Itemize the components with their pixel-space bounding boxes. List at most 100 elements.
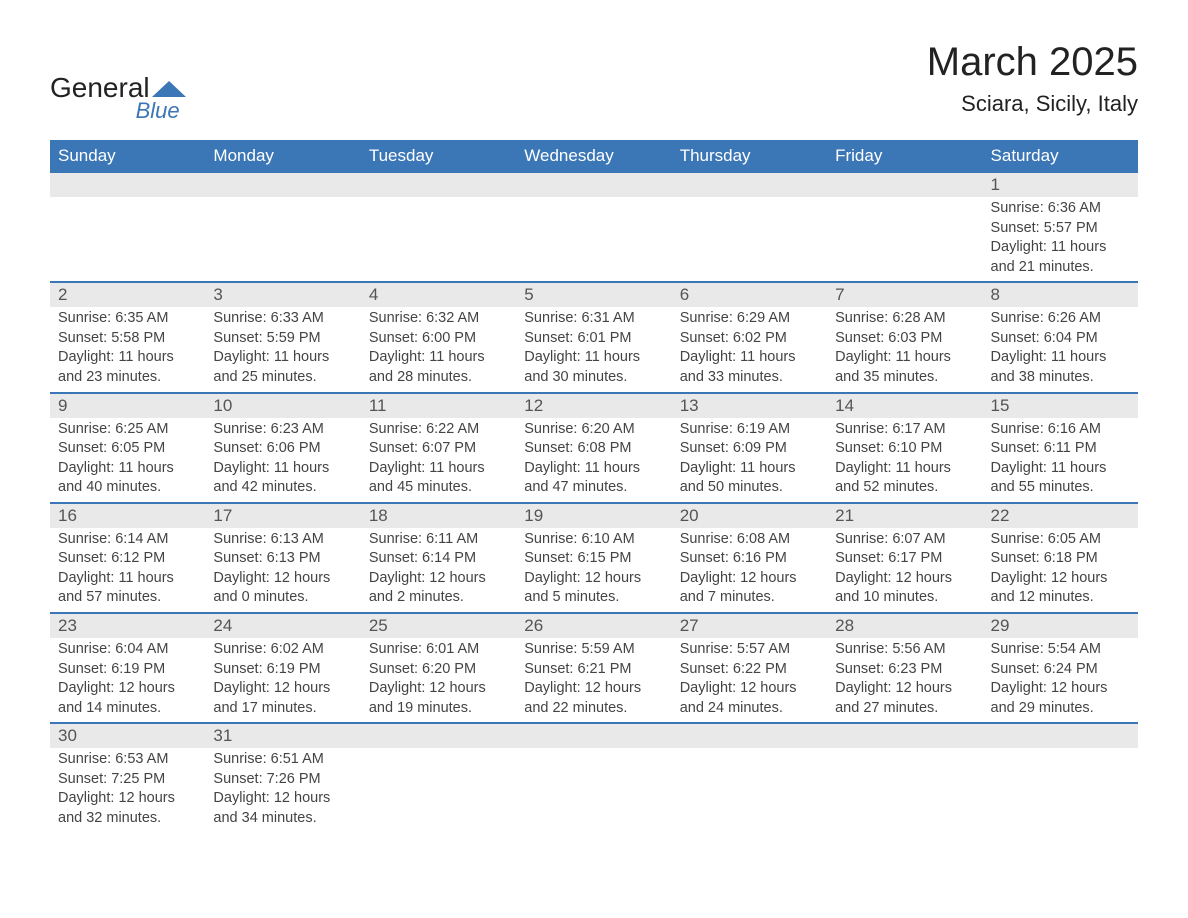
sunrise-line: Sunrise: 6:22 AM bbox=[369, 420, 508, 440]
daylight-line: Daylight: 11 hours and 35 minutes. bbox=[835, 348, 974, 387]
sunset-line: Sunset: 6:17 PM bbox=[835, 549, 974, 569]
day-detail-cell: Sunrise: 6:19 AMSunset: 6:09 PMDaylight:… bbox=[672, 418, 827, 503]
weekday-header: Saturday bbox=[983, 140, 1138, 173]
day-detail-cell: Sunrise: 6:07 AMSunset: 6:17 PMDaylight:… bbox=[827, 528, 982, 613]
day-detail-cell bbox=[672, 197, 827, 282]
day-detail-cell: Sunrise: 5:54 AMSunset: 6:24 PMDaylight:… bbox=[983, 638, 1138, 723]
sunrise-line: Sunrise: 5:56 AM bbox=[835, 640, 974, 660]
daynum-row: 1 bbox=[50, 173, 1138, 198]
daylight-line: Daylight: 11 hours and 28 minutes. bbox=[369, 348, 508, 387]
detail-row: Sunrise: 6:53 AMSunset: 7:25 PMDaylight:… bbox=[50, 748, 1138, 832]
day-number-cell: 27 bbox=[672, 613, 827, 638]
sunrise-line: Sunrise: 6:04 AM bbox=[58, 640, 197, 660]
daylight-line: Daylight: 12 hours and 7 minutes. bbox=[680, 569, 819, 608]
day-detail-cell bbox=[983, 748, 1138, 832]
sunset-line: Sunset: 5:59 PM bbox=[213, 329, 352, 349]
daylight-line: Daylight: 11 hours and 42 minutes. bbox=[213, 459, 352, 498]
sunrise-line: Sunrise: 6:51 AM bbox=[213, 750, 352, 770]
day-number-cell bbox=[361, 723, 516, 748]
daylight-line: Daylight: 12 hours and 22 minutes. bbox=[524, 679, 663, 718]
sunset-line: Sunset: 6:10 PM bbox=[835, 439, 974, 459]
daylight-line: Daylight: 11 hours and 55 minutes. bbox=[991, 459, 1130, 498]
day-number-cell: 12 bbox=[516, 393, 671, 418]
sunset-line: Sunset: 6:23 PM bbox=[835, 660, 974, 680]
daylight-line: Daylight: 12 hours and 17 minutes. bbox=[213, 679, 352, 718]
sunset-line: Sunset: 5:57 PM bbox=[991, 219, 1130, 239]
day-number-cell: 28 bbox=[827, 613, 982, 638]
day-number-cell bbox=[672, 723, 827, 748]
daylight-line: Daylight: 12 hours and 27 minutes. bbox=[835, 679, 974, 718]
day-number-cell: 9 bbox=[50, 393, 205, 418]
sunrise-line: Sunrise: 6:29 AM bbox=[680, 309, 819, 329]
day-number-cell: 6 bbox=[672, 282, 827, 307]
day-number-cell: 5 bbox=[516, 282, 671, 307]
day-number-cell bbox=[672, 173, 827, 198]
day-detail-cell: Sunrise: 6:14 AMSunset: 6:12 PMDaylight:… bbox=[50, 528, 205, 613]
day-detail-cell: Sunrise: 6:23 AMSunset: 6:06 PMDaylight:… bbox=[205, 418, 360, 503]
sunrise-line: Sunrise: 6:32 AM bbox=[369, 309, 508, 329]
daynum-row: 3031 bbox=[50, 723, 1138, 748]
day-number-cell bbox=[983, 723, 1138, 748]
day-number-cell bbox=[205, 173, 360, 198]
sunset-line: Sunset: 6:22 PM bbox=[680, 660, 819, 680]
day-number-cell: 24 bbox=[205, 613, 360, 638]
day-detail-cell: Sunrise: 6:17 AMSunset: 6:10 PMDaylight:… bbox=[827, 418, 982, 503]
sunrise-line: Sunrise: 6:28 AM bbox=[835, 309, 974, 329]
sunset-line: Sunset: 6:13 PM bbox=[213, 549, 352, 569]
sunrise-line: Sunrise: 6:33 AM bbox=[213, 309, 352, 329]
day-number-cell: 31 bbox=[205, 723, 360, 748]
sunrise-line: Sunrise: 6:19 AM bbox=[680, 420, 819, 440]
day-number-cell: 1 bbox=[983, 173, 1138, 198]
day-detail-cell: Sunrise: 6:33 AMSunset: 5:59 PMDaylight:… bbox=[205, 307, 360, 392]
sunrise-line: Sunrise: 6:26 AM bbox=[991, 309, 1130, 329]
sunset-line: Sunset: 6:15 PM bbox=[524, 549, 663, 569]
daylight-line: Daylight: 11 hours and 38 minutes. bbox=[991, 348, 1130, 387]
daylight-line: Daylight: 12 hours and 24 minutes. bbox=[680, 679, 819, 718]
sunset-line: Sunset: 6:20 PM bbox=[369, 660, 508, 680]
day-detail-cell bbox=[516, 197, 671, 282]
sunrise-line: Sunrise: 6:16 AM bbox=[991, 420, 1130, 440]
day-number-cell bbox=[361, 173, 516, 198]
daylight-line: Daylight: 12 hours and 0 minutes. bbox=[213, 569, 352, 608]
day-detail-cell: Sunrise: 6:29 AMSunset: 6:02 PMDaylight:… bbox=[672, 307, 827, 392]
day-number-cell bbox=[50, 173, 205, 198]
sunrise-line: Sunrise: 6:35 AM bbox=[58, 309, 197, 329]
weekday-header-row: SundayMondayTuesdayWednesdayThursdayFrid… bbox=[50, 140, 1138, 173]
sunset-line: Sunset: 6:02 PM bbox=[680, 329, 819, 349]
daylight-line: Daylight: 12 hours and 34 minutes. bbox=[213, 789, 352, 828]
sunset-line: Sunset: 6:00 PM bbox=[369, 329, 508, 349]
day-detail-cell bbox=[361, 748, 516, 832]
day-detail-cell: Sunrise: 6:08 AMSunset: 6:16 PMDaylight:… bbox=[672, 528, 827, 613]
day-number-cell bbox=[827, 723, 982, 748]
detail-row: Sunrise: 6:25 AMSunset: 6:05 PMDaylight:… bbox=[50, 418, 1138, 503]
day-detail-cell: Sunrise: 5:59 AMSunset: 6:21 PMDaylight:… bbox=[516, 638, 671, 723]
calendar-table: SundayMondayTuesdayWednesdayThursdayFrid… bbox=[50, 140, 1138, 833]
weekday-header: Tuesday bbox=[361, 140, 516, 173]
sunset-line: Sunset: 6:05 PM bbox=[58, 439, 197, 459]
day-detail-cell: Sunrise: 6:31 AMSunset: 6:01 PMDaylight:… bbox=[516, 307, 671, 392]
day-number-cell: 14 bbox=[827, 393, 982, 418]
sunset-line: Sunset: 6:11 PM bbox=[991, 439, 1130, 459]
sunset-line: Sunset: 6:09 PM bbox=[680, 439, 819, 459]
day-number-cell: 22 bbox=[983, 503, 1138, 528]
day-detail-cell: Sunrise: 6:01 AMSunset: 6:20 PMDaylight:… bbox=[361, 638, 516, 723]
sunset-line: Sunset: 6:19 PM bbox=[58, 660, 197, 680]
daylight-line: Daylight: 11 hours and 47 minutes. bbox=[524, 459, 663, 498]
day-detail-cell bbox=[827, 748, 982, 832]
daylight-line: Daylight: 11 hours and 57 minutes. bbox=[58, 569, 197, 608]
weekday-header: Sunday bbox=[50, 140, 205, 173]
sunrise-line: Sunrise: 6:08 AM bbox=[680, 530, 819, 550]
sunrise-line: Sunrise: 6:53 AM bbox=[58, 750, 197, 770]
day-number-cell: 2 bbox=[50, 282, 205, 307]
daynum-row: 9101112131415 bbox=[50, 393, 1138, 418]
day-number-cell: 3 bbox=[205, 282, 360, 307]
brand-logo: General Blue bbox=[50, 72, 186, 124]
day-number-cell: 11 bbox=[361, 393, 516, 418]
daylight-line: Daylight: 11 hours and 33 minutes. bbox=[680, 348, 819, 387]
daylight-line: Daylight: 11 hours and 40 minutes. bbox=[58, 459, 197, 498]
day-detail-cell bbox=[361, 197, 516, 282]
daylight-line: Daylight: 11 hours and 30 minutes. bbox=[524, 348, 663, 387]
day-number-cell: 23 bbox=[50, 613, 205, 638]
day-detail-cell: Sunrise: 6:53 AMSunset: 7:25 PMDaylight:… bbox=[50, 748, 205, 832]
sunset-line: Sunset: 5:58 PM bbox=[58, 329, 197, 349]
